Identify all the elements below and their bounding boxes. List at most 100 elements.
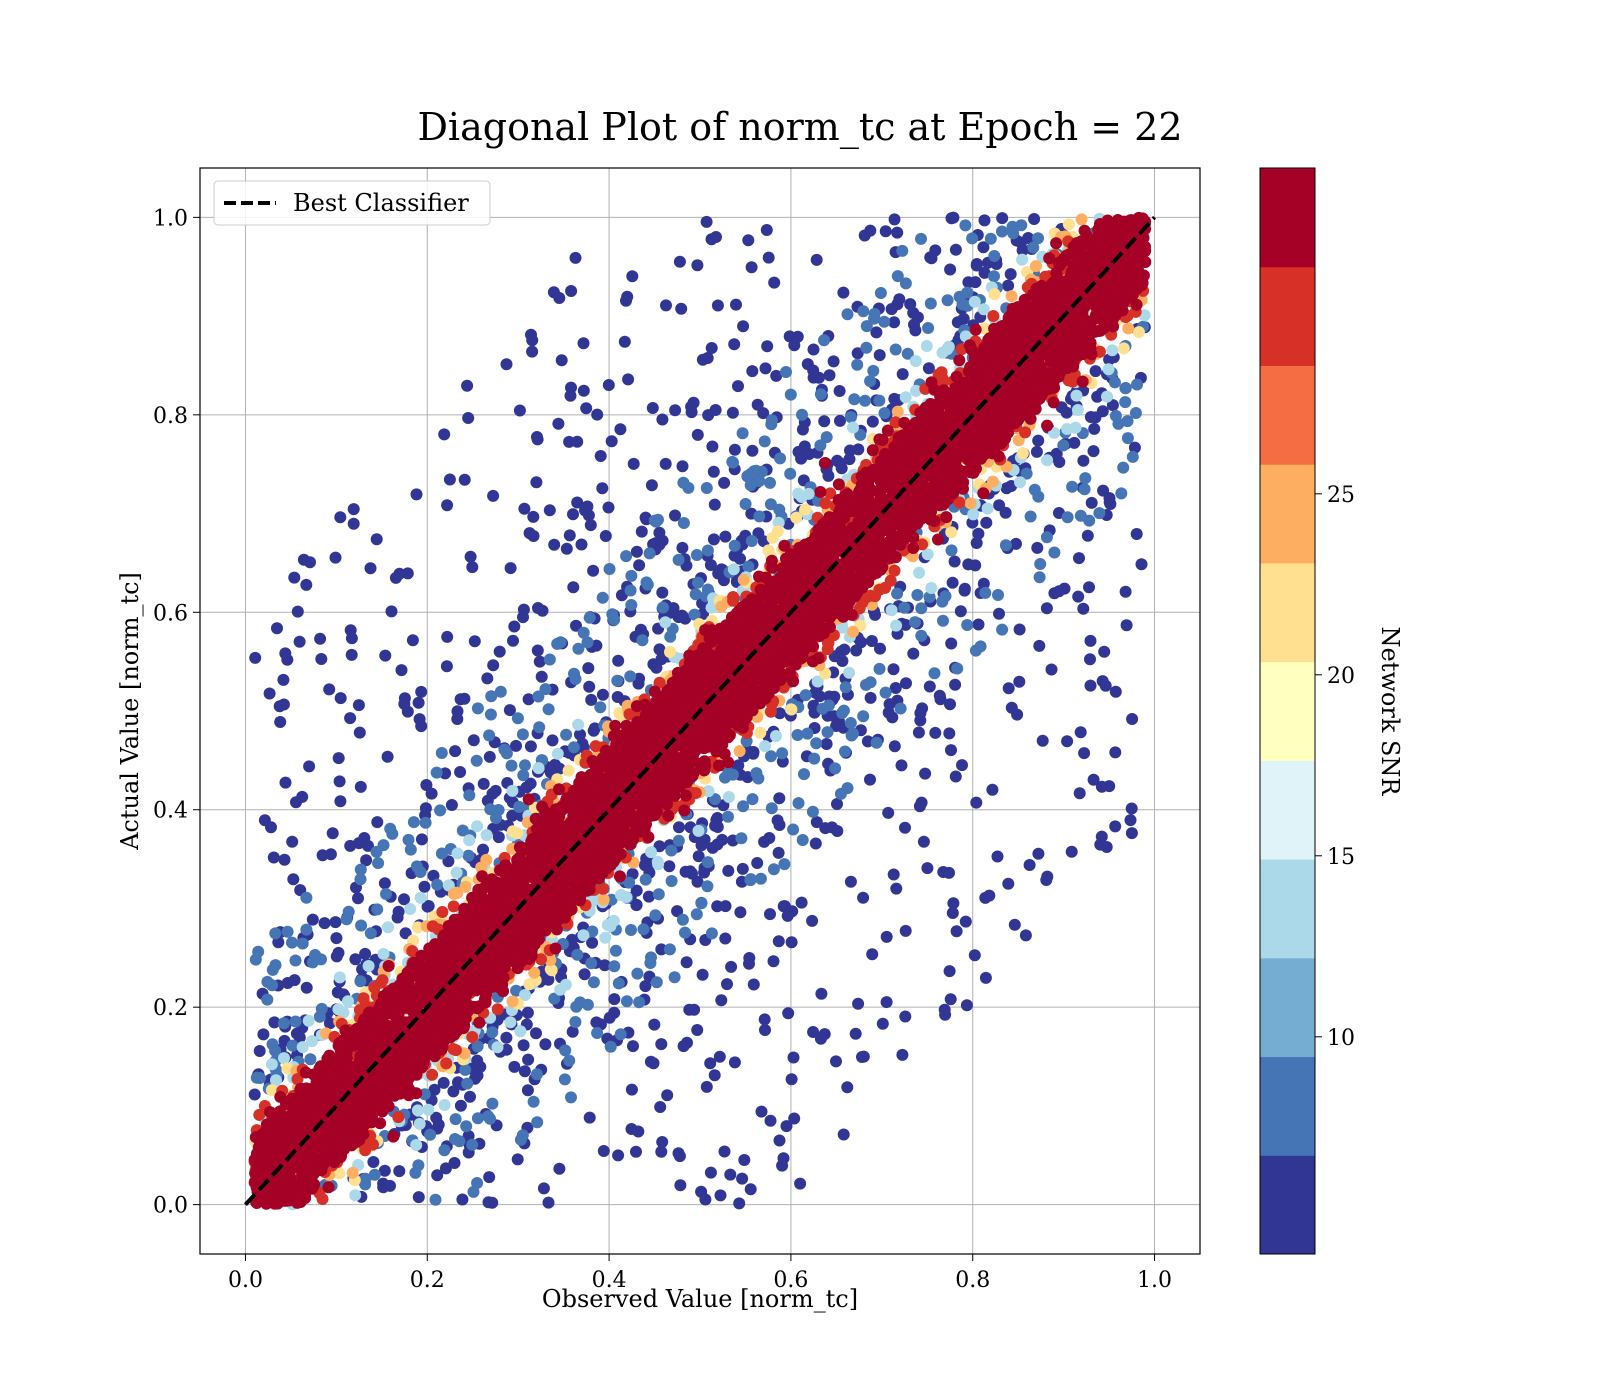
scatter-point [596, 688, 609, 701]
scatter-point [620, 995, 633, 1008]
scatter-point [1005, 701, 1018, 714]
scatter-point [709, 793, 721, 806]
scatter-point [574, 728, 586, 741]
scatter-point [1079, 472, 1092, 485]
scatter-point [449, 1044, 462, 1057]
scatter-point [608, 613, 621, 626]
scatter-point [286, 1039, 299, 1052]
scatter-point [709, 404, 722, 416]
scatter-point [456, 1193, 469, 1206]
scatter-point [415, 833, 428, 846]
scatter-point [679, 926, 691, 939]
scatter-point [691, 1024, 704, 1036]
scatter-point [656, 586, 669, 599]
scatter-point [517, 1039, 530, 1052]
scatter-point [567, 508, 579, 521]
scatter-point [796, 834, 809, 846]
scatter-point [891, 405, 904, 418]
scatter-point [427, 869, 440, 882]
scatter-point [654, 1101, 667, 1113]
scatter-point [684, 865, 697, 878]
scatter-point [349, 953, 362, 966]
scatter-point [899, 1010, 912, 1023]
scatter-point [324, 848, 337, 861]
scatter-point [1074, 509, 1087, 522]
scatter-point [855, 636, 867, 649]
scatter-point [691, 875, 704, 888]
scatter-point [719, 932, 732, 945]
scatter-point [1073, 552, 1085, 565]
scatter-point [352, 699, 365, 712]
scatter-point [633, 996, 646, 1009]
scatter-point [625, 924, 637, 936]
scatter-point [466, 1138, 479, 1151]
scatter-point [889, 416, 902, 429]
scatter-point [572, 718, 585, 731]
scatter-point [451, 713, 464, 725]
scatter-point [253, 1045, 266, 1057]
scatter-point [333, 971, 346, 984]
scatter-point [381, 750, 394, 763]
scatter-point [841, 1081, 854, 1094]
scatter-point [708, 1069, 721, 1082]
scatter-point [1131, 378, 1143, 391]
scatter-point [785, 703, 798, 716]
scatter-point [269, 959, 282, 972]
scatter-point [747, 978, 760, 991]
scatter-point [726, 406, 739, 419]
scatter-point [523, 527, 536, 540]
scatter-point [522, 693, 535, 706]
scatter-point [822, 699, 835, 712]
scatter-point [929, 726, 942, 739]
scatter-point [511, 712, 524, 725]
scatter-point [806, 914, 819, 927]
scatter-point [504, 562, 517, 575]
scatter-point [807, 343, 820, 356]
scatter-point [533, 655, 546, 668]
scatter-point [584, 519, 597, 532]
scatter-point [870, 736, 883, 749]
scatter-point [542, 1196, 555, 1209]
scatter-point [583, 611, 596, 624]
scatter-point [647, 1057, 660, 1070]
scatter-point [882, 806, 895, 819]
scatter-point [589, 740, 602, 753]
scatter-point [527, 1095, 540, 1108]
scatter-point [1048, 546, 1061, 559]
scatter-point [565, 933, 578, 946]
scatter-point [815, 987, 828, 1000]
scatter-point [754, 872, 767, 885]
scatter-point [1065, 845, 1078, 858]
scatter-point [612, 1149, 625, 1162]
scatter-point [1099, 679, 1112, 692]
scatter-point [652, 888, 665, 901]
scatter-point [257, 1028, 270, 1041]
scatter-point [635, 525, 648, 538]
scatter-point [471, 1054, 484, 1067]
scatter-point [454, 1099, 467, 1112]
scatter-point [978, 214, 991, 227]
scatter-point [746, 793, 759, 806]
scatter-point [851, 358, 864, 371]
scatter-point [668, 971, 681, 984]
scatter-point [500, 358, 513, 371]
scatter-point [837, 286, 850, 299]
scatter-point [978, 322, 991, 335]
scatter-point [571, 948, 584, 961]
scatter-point [519, 989, 531, 1001]
scatter-point [945, 526, 958, 539]
scatter-point [300, 891, 313, 904]
scatter-point [828, 690, 841, 703]
scatter-point [907, 647, 920, 660]
scatter-point [382, 921, 394, 934]
scatter-point [277, 673, 290, 686]
scatter-point [742, 560, 755, 573]
scatter-point [1083, 581, 1095, 594]
scatter-point [689, 588, 702, 601]
scatter-point [847, 625, 859, 638]
scatter-point [487, 489, 500, 502]
scatter-point [866, 948, 879, 961]
scatter-point [676, 541, 689, 554]
scatter-point [422, 1103, 435, 1116]
scatter-point [331, 986, 344, 999]
